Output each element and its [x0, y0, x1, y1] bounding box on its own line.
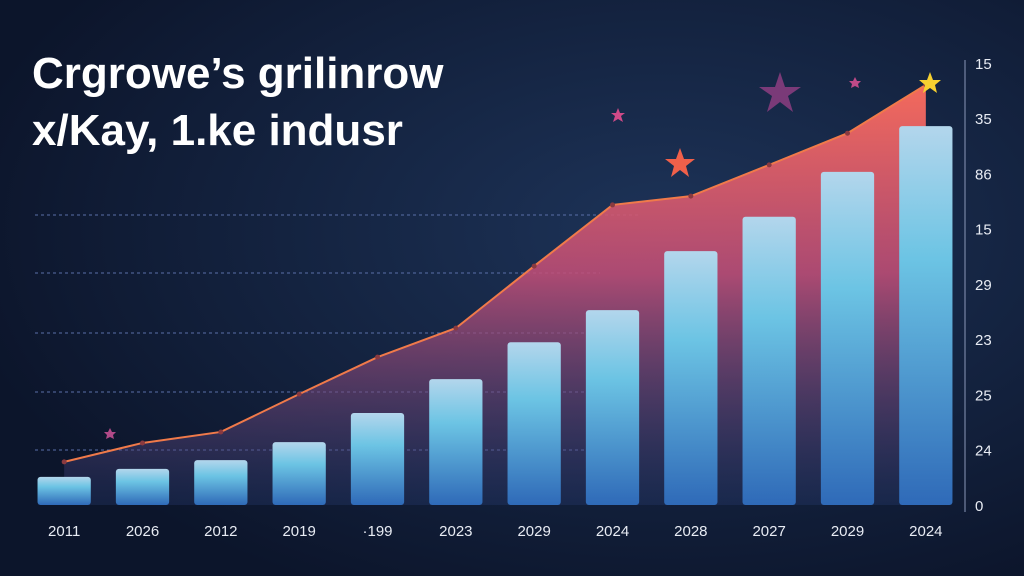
x-tick-label: 2029: [831, 523, 864, 540]
bar: [820, 171, 875, 506]
x-tick-label: 2012: [204, 523, 237, 540]
point: [375, 354, 380, 360]
y-axis-label: 15: [975, 56, 992, 73]
point: [688, 193, 694, 199]
point: [766, 162, 772, 168]
point: [845, 130, 850, 136]
bar: [272, 442, 326, 505]
y-axis-label: 24: [975, 443, 992, 460]
bar: [429, 379, 483, 505]
point: [453, 325, 459, 331]
bar: [350, 413, 405, 505]
y-axis-label: 29: [975, 277, 992, 294]
point: [61, 459, 67, 465]
x-tick-label: 2027: [752, 523, 785, 540]
bar: [37, 476, 91, 505]
y-axis-label: 25: [975, 387, 992, 404]
x-tick-label: 2024: [909, 523, 942, 540]
x-tick-label: 2026: [126, 523, 159, 540]
area-line: [63, 83, 927, 463]
bar: [664, 251, 718, 505]
star: [849, 77, 861, 88]
bar: [115, 468, 170, 505]
star: [611, 108, 625, 122]
plot: [37, 82, 953, 506]
star: [919, 72, 941, 93]
y-axis-label: 0: [975, 498, 983, 515]
stars: [104, 72, 941, 439]
point: [531, 263, 537, 269]
point: [610, 202, 615, 208]
bar: [899, 126, 953, 505]
x-tick-label: 2019: [282, 523, 315, 540]
star: [104, 428, 116, 439]
point: [140, 440, 145, 446]
x-tick-label: 2028: [674, 523, 707, 540]
star: [665, 148, 695, 177]
bar: [585, 310, 640, 505]
x-tick-label: 2011: [48, 523, 80, 540]
y-axis-label: 23: [975, 332, 992, 349]
y-axis-label: 15: [975, 222, 992, 239]
chart-title: Crgrowe’s grilinrow: [32, 49, 444, 98]
bar: [194, 460, 248, 505]
chart-subtitle: x/Kay, 1.ke indusr: [32, 106, 403, 155]
x-tick-label: ·199: [362, 523, 392, 540]
x-tick-label: 2024: [596, 523, 629, 540]
x-tick-label: 2023: [439, 523, 472, 540]
x-tick-label: 2029: [517, 523, 550, 540]
point: [218, 429, 224, 435]
bar: [742, 216, 796, 506]
point: [296, 391, 302, 397]
bar: [507, 342, 561, 505]
star: [759, 72, 801, 112]
y-axis-label: 35: [975, 111, 992, 128]
y-axis-label: 86: [975, 166, 992, 183]
